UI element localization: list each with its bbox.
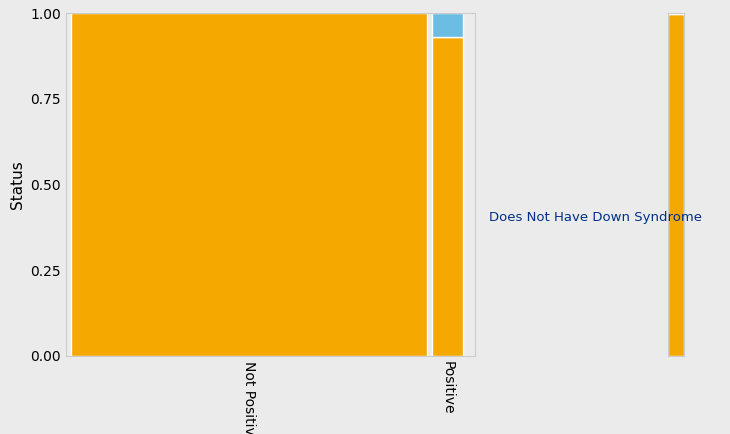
- Bar: [668, 13, 684, 14]
- Bar: [71, 13, 427, 356]
- Y-axis label: Status: Status: [9, 160, 25, 209]
- Bar: [432, 13, 463, 37]
- Text: Does Not Have Down Syndrome: Does Not Have Down Syndrome: [489, 210, 702, 224]
- Bar: [432, 37, 463, 356]
